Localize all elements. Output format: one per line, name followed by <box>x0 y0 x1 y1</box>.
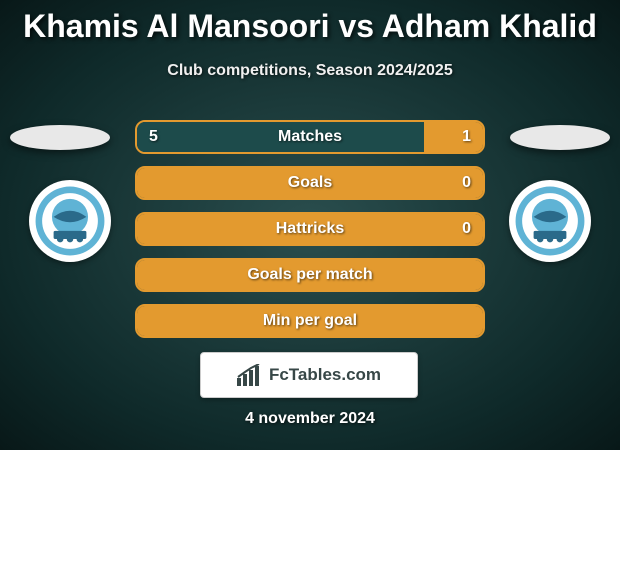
stat-bar-row: Goals per match <box>135 258 485 292</box>
page-title: Khamis Al Mansoori vs Adham Khalid <box>0 8 620 45</box>
bar-value-left: 5 <box>149 122 158 152</box>
brand-box[interactable]: FcTables.com <box>200 352 418 398</box>
club-badge-left <box>29 180 111 262</box>
bar-label: Hattricks <box>137 214 483 244</box>
player-avatar-left <box>10 125 110 150</box>
bar-label: Goals <box>137 168 483 198</box>
stat-bars: Matches51Goals0Hattricks0Goals per match… <box>135 120 485 350</box>
comparison-panel: Khamis Al Mansoori vs Adham Khalid Club … <box>0 0 620 450</box>
club-logo-right-icon <box>509 180 591 262</box>
bar-label: Goals per match <box>137 260 483 290</box>
fctables-logo-icon <box>237 364 263 386</box>
player-avatar-right <box>510 125 610 150</box>
stat-bar-row: Hattricks0 <box>135 212 485 246</box>
bar-label: Min per goal <box>137 306 483 336</box>
stat-bar-row: Matches5 1 <box>135 120 485 154</box>
stat-bar-row: Goals0 <box>135 166 485 200</box>
page-subtitle: Club competitions, Season 2024/2025 <box>0 62 620 80</box>
bar-value-right: 1 <box>462 122 471 152</box>
date-label: 4 november 2024 <box>0 410 620 428</box>
bar-value-right: 0 <box>462 214 471 244</box>
brand-text: FcTables.com <box>269 365 381 385</box>
bar-value-right: 0 <box>462 168 471 198</box>
club-badge-right <box>509 180 591 262</box>
bar-label: Matches <box>137 122 483 152</box>
stat-bar-row: Min per goal <box>135 304 485 338</box>
club-logo-left-icon <box>29 180 111 262</box>
